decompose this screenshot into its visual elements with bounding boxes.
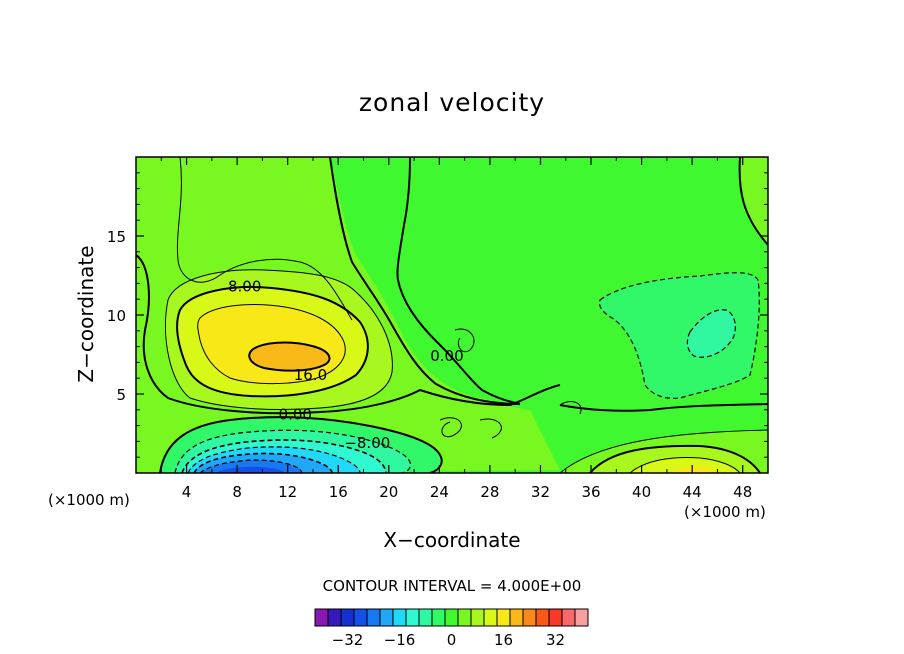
- x-axis-label: X−coordinate: [383, 528, 521, 552]
- y-tick-label: 15: [107, 228, 126, 246]
- contour-line-zero-top: [329, 157, 521, 405]
- contour-line-top-light: [176, 157, 353, 321]
- colorbar-swatch: [574, 608, 589, 627]
- contour-label: 8.00: [228, 278, 261, 296]
- x-tick-label: 44: [683, 483, 702, 501]
- contour-line-squiggle-3: [559, 401, 582, 415]
- contour-interval-label: CONTOUR INTERVAL = 4.000E+00: [322, 577, 582, 595]
- x-tick-label: 12: [278, 483, 297, 501]
- x-tick-label: 40: [632, 483, 651, 501]
- colorbar-swatch: [470, 608, 485, 627]
- contour-fills: [136, 157, 768, 473]
- x-units-label-left: (×1000 m): [48, 491, 130, 509]
- colorbar-swatch: [444, 608, 459, 627]
- colorbar-swatch: [483, 608, 498, 627]
- contour-line-neg8-right: [686, 309, 736, 358]
- colorbar-tick-label: −16: [384, 631, 416, 649]
- colorbar-swatch: [418, 608, 433, 627]
- contour-label: 0.00: [430, 347, 463, 365]
- contour-line-8: [176, 285, 369, 398]
- contour-line-zero-left: [136, 254, 561, 415]
- contour-line-right-bump-12: [629, 457, 741, 473]
- colorbar-swatch: [405, 608, 420, 627]
- contour-line-neg16: [193, 452, 333, 473]
- colorbar-swatch: [431, 608, 446, 627]
- contour-fill-neg4-0-right: [599, 272, 760, 399]
- contour-fill-neg24-28: [215, 466, 286, 473]
- contour-line-zero-mid: [396, 157, 521, 405]
- contour-line-zero-right: [559, 403, 768, 412]
- x-tick-label: 4: [182, 483, 192, 501]
- x-units-label-right: (×1000 m): [684, 503, 766, 521]
- contour-fill-neg8-right: [687, 309, 736, 358]
- contour-line-right-bump-8: [589, 444, 761, 473]
- colorbar-tick-label: 0: [447, 631, 457, 649]
- y-axis-label: Z−coordinate: [74, 245, 98, 383]
- contour-line-right-bump-4: [559, 429, 768, 473]
- contour-fill-right-bump-16: [670, 466, 716, 473]
- contour-line-neg8: [181, 439, 387, 473]
- x-tick-label: 8: [232, 483, 242, 501]
- contour-labels: 8.00 16.0 0.00 0.00 −8.00: [228, 278, 464, 452]
- x-tick-label: 24: [430, 483, 449, 501]
- colorbar-swatch: [366, 608, 381, 627]
- colorbar-swatch: [535, 608, 550, 627]
- x-tick-label: 48: [733, 483, 752, 501]
- y-tick-label: 10: [107, 307, 126, 325]
- colorbar-swatch: [353, 608, 368, 627]
- colorbar-swatch: [379, 608, 394, 627]
- colorbar: −32 −16 0 16 32: [314, 608, 589, 649]
- colorbar-swatch: [509, 608, 524, 627]
- contour-line-squiggle-1: [439, 417, 462, 438]
- colorbar-swatch: [392, 608, 407, 627]
- contour-line-12: [197, 304, 346, 385]
- x-axis-ticks: 4 8 12 16 20 24 28 32 36 40 44 48: [160, 157, 752, 501]
- contour-label: −8.00: [344, 434, 390, 452]
- contour-line-neg4-right: [598, 272, 760, 399]
- colorbar-tick-label: 32: [546, 631, 565, 649]
- colorbar-swatch: [314, 608, 329, 627]
- y-tick-label: 5: [116, 386, 126, 404]
- contour-label: 0.00: [279, 406, 312, 424]
- colorbar-tick-label: −32: [332, 631, 364, 649]
- contour-label: 16.0: [294, 366, 327, 384]
- colorbar-swatch: [457, 608, 472, 627]
- contour-line-zero-lower: [159, 416, 443, 473]
- colorbar-swatch: [327, 608, 342, 627]
- contour-fill-0-4-topright: [740, 157, 768, 245]
- contour-line-neg20: [199, 459, 303, 473]
- x-tick-label: 36: [581, 483, 600, 501]
- x-tick-label: 16: [329, 483, 348, 501]
- contour-line-neg12: [187, 446, 361, 473]
- contour-line-squiggle-2: [479, 418, 502, 439]
- x-tick-label: 28: [480, 483, 499, 501]
- y-axis-ticks: 5 10 15: [107, 172, 768, 458]
- colorbar-swatch: [522, 608, 537, 627]
- colorbar-swatch: [496, 608, 511, 627]
- colorbar-swatch: [561, 608, 576, 627]
- contour-fill-16-20: [249, 342, 330, 371]
- colorbar-swatch: [340, 608, 355, 627]
- colorbar-swatch: [548, 608, 563, 627]
- colorbar-tick-label: 16: [494, 631, 513, 649]
- contour-line-16: [248, 341, 331, 372]
- contour-line-4: [165, 269, 393, 411]
- contour-line-squiggle-4: [454, 328, 475, 353]
- chart-title: zonal velocity: [358, 88, 546, 117]
- contour-line-neg4: [174, 429, 411, 473]
- x-tick-label: 20: [379, 483, 398, 501]
- x-tick-label: 32: [531, 483, 550, 501]
